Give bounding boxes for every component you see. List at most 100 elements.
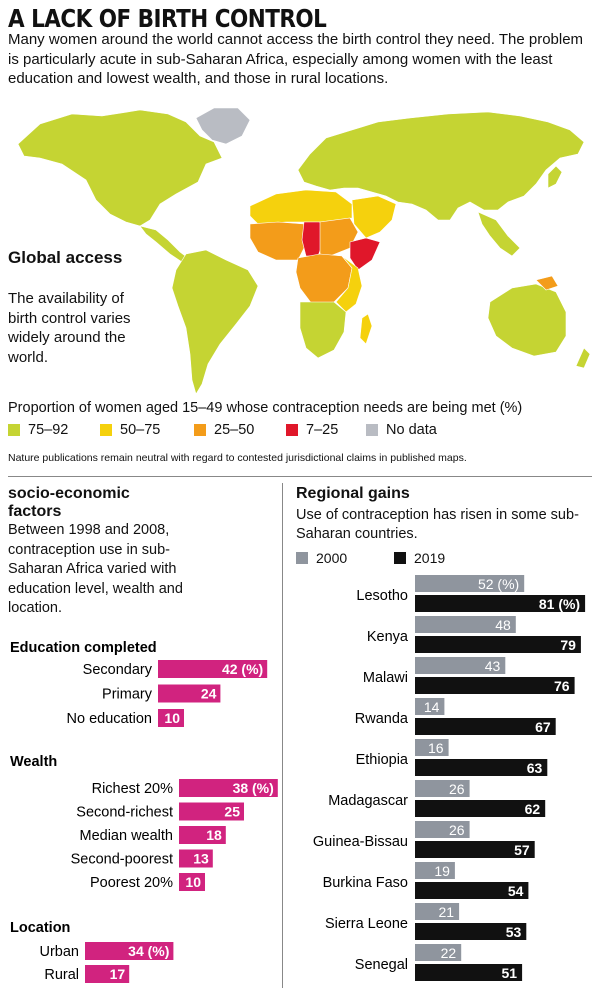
country-label: Rwanda xyxy=(355,711,409,727)
value-label: 13 xyxy=(193,851,209,867)
value-label-2000: 21 xyxy=(439,904,455,920)
legend-label-2000: 2000 xyxy=(316,550,348,566)
madagascar xyxy=(359,313,373,345)
value-label: 34 (%) xyxy=(128,943,169,959)
bar-2019 xyxy=(415,718,556,735)
south-america xyxy=(171,249,259,395)
world-map xyxy=(17,107,591,395)
country-label: Guinea-Bissau xyxy=(313,834,408,850)
divider xyxy=(8,476,592,477)
legend-item: No data xyxy=(366,422,437,438)
bar-2000 xyxy=(415,575,525,592)
new-zealand xyxy=(575,347,591,369)
category-label: Second-richest xyxy=(76,805,173,821)
value-label-2000: 26 xyxy=(449,781,465,797)
socio-text: Between 1998 and 2008, contraception use… xyxy=(8,522,183,616)
legend-label: 25–50 xyxy=(214,422,255,438)
value-label: 10 xyxy=(185,874,201,890)
category-label: Richest 20% xyxy=(92,781,174,797)
southeast-asia xyxy=(477,211,521,257)
map-asia-colour xyxy=(351,195,559,291)
intro-text: Many women around the world cannot acces… xyxy=(8,31,584,87)
bar-2019 xyxy=(415,882,529,899)
value-label-2000: 22 xyxy=(441,945,457,961)
bar-2019 xyxy=(415,636,581,653)
bar xyxy=(158,660,268,678)
japan xyxy=(547,165,563,189)
bar-2019 xyxy=(415,800,546,817)
bar-2000 xyxy=(415,780,470,797)
value-label-2019: 62 xyxy=(525,801,541,817)
value-label-2019: 57 xyxy=(514,842,530,858)
value-label-2019: 79 xyxy=(560,637,576,653)
legend-item: 50–75 xyxy=(100,422,194,438)
category-label: Secondary xyxy=(83,662,153,678)
papua xyxy=(535,275,559,291)
north-africa xyxy=(249,189,353,225)
category-label: Rural xyxy=(44,967,79,983)
legend-item: 25–50 xyxy=(194,422,286,438)
value-label: 38 (%) xyxy=(233,780,274,796)
bar xyxy=(179,802,244,821)
value-label-2000: 16 xyxy=(428,740,444,756)
bar-2000 xyxy=(415,944,462,961)
value-label: 24 xyxy=(201,686,217,702)
west-africa xyxy=(249,221,307,261)
value-label-2000: 14 xyxy=(424,699,440,715)
value-label-2000: 19 xyxy=(434,863,450,879)
value-label-2019: 81 (%) xyxy=(539,596,580,612)
map-note: Nature publications remain neutral with … xyxy=(8,452,467,464)
greenland xyxy=(195,107,251,145)
value-label-2019: 76 xyxy=(554,678,570,694)
country-label: Madagascar xyxy=(328,793,408,809)
value-label-2019: 63 xyxy=(527,760,543,776)
value-label-2000: 26 xyxy=(449,822,465,838)
bar-2019 xyxy=(415,964,523,981)
column-divider xyxy=(282,483,283,988)
country-label: Burkina Faso xyxy=(323,875,408,891)
value-label: 42 (%) xyxy=(222,661,263,677)
legend-label-2019: 2019 xyxy=(414,550,446,566)
bar-2019 xyxy=(415,923,527,940)
regional-text: Use of contraception has risen in some s… xyxy=(296,507,579,542)
country-label: Senegal xyxy=(355,957,408,973)
country-label: Kenya xyxy=(367,629,409,645)
country-label: Malawi xyxy=(363,670,408,686)
australia xyxy=(487,283,567,357)
value-label: 25 xyxy=(224,804,240,820)
map-legend: 75–92 50–75 25–50 7–25 No data xyxy=(8,422,437,438)
legend-swatch xyxy=(194,424,206,436)
value-label-2019: 67 xyxy=(535,719,551,735)
bar xyxy=(85,965,130,983)
bar-2000 xyxy=(415,903,460,920)
category-label: Poorest 20% xyxy=(90,875,173,891)
regional-title: Regional gains xyxy=(296,485,410,502)
middle-east xyxy=(351,195,397,239)
southern-africa xyxy=(299,301,347,359)
bar xyxy=(179,779,278,797)
bar-2000 xyxy=(415,616,516,633)
page-title: A LACK OF BIRTH CONTROL xyxy=(8,4,327,33)
value-label: 17 xyxy=(110,966,126,982)
legend-item: 75–92 xyxy=(8,422,100,438)
bar xyxy=(158,709,184,727)
bar-2019 xyxy=(415,841,535,858)
bar-2000 xyxy=(415,821,470,838)
legend-item: 7–25 xyxy=(286,422,366,438)
category-label: No education xyxy=(67,711,152,727)
chart-title: Location xyxy=(10,920,70,936)
value-label-2000: 48 xyxy=(495,617,511,633)
europe-asia xyxy=(297,111,585,221)
category-label: Primary xyxy=(102,687,153,703)
central-america xyxy=(139,225,189,263)
bar-2019 xyxy=(415,677,575,694)
bar-2000 xyxy=(415,862,455,879)
legend-swatch-2019 xyxy=(394,552,406,564)
category-label: Median wealth xyxy=(80,828,174,844)
value-label: 10 xyxy=(164,710,180,726)
north-america xyxy=(17,109,223,227)
bar xyxy=(179,826,226,844)
legend-swatch xyxy=(100,424,112,436)
legend-swatch xyxy=(8,424,20,436)
category-label: Second-poorest xyxy=(71,852,173,868)
